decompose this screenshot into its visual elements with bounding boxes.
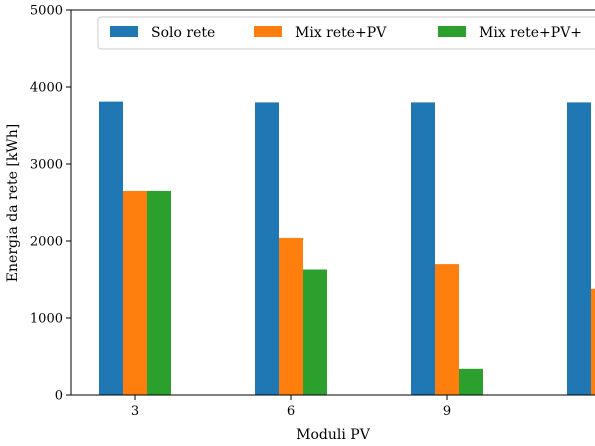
y-tick-label-4: 4000: [30, 81, 63, 96]
bar-s0-c1: [255, 102, 279, 396]
bars: [99, 101, 595, 396]
bar-s1-c1: [279, 237, 303, 395]
y-tick-label-0: 0: [55, 389, 63, 404]
bar-s1-c0: [123, 190, 147, 395]
x-tick-label-1: 6: [287, 404, 295, 419]
bar-s0-c2: [411, 102, 435, 396]
bar-s1-c3: [591, 288, 595, 395]
bar-s0-c0: [99, 101, 123, 395]
x-tick-label-2: 9: [443, 404, 451, 419]
bar-s2-c0: [147, 190, 171, 395]
axes: [70, 9, 595, 396]
x-ticks: 36912: [131, 395, 595, 419]
y-ticks: 0 1000 2000 3000 4000 5000: [30, 4, 71, 404]
bar-s1-c2: [435, 264, 459, 395]
y-tick-label-2: 2000: [30, 235, 63, 250]
y-tick-label-5: 5000: [30, 4, 63, 19]
legend-label-1: Mix rete+PV: [295, 25, 387, 41]
y-tick-label-3: 3000: [30, 158, 63, 173]
y-tick-label-1: 1000: [30, 312, 63, 327]
bar-s0-c3: [567, 102, 591, 396]
y-axis-label: Energia da rete [kWh]: [5, 124, 21, 282]
legend-label-2: Mix rete+PV+: [479, 25, 582, 41]
legend-frame: [97, 16, 595, 50]
legend-swatch-1: [254, 26, 282, 37]
legend: Solo rete Mix rete+PV Mix rete+PV+: [97, 16, 595, 50]
legend-swatch-2: [438, 26, 466, 37]
x-axis-label: Moduli PV: [296, 427, 371, 443]
x-tick-label-0: 3: [131, 404, 139, 419]
legend-swatch-0: [110, 26, 138, 37]
bar-s2-c2: [459, 368, 483, 395]
bar-s2-c1: [303, 269, 327, 395]
legend-label-0: Solo rete: [151, 25, 215, 41]
